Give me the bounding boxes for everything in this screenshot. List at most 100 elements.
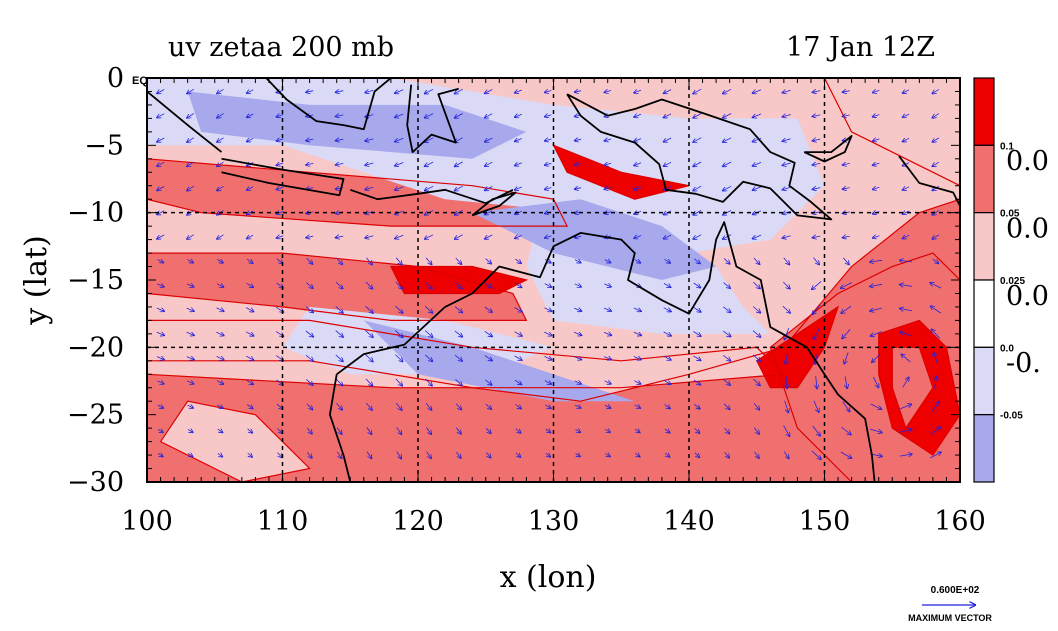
wind-vector — [693, 137, 702, 143]
coast-australia-west — [328, 374, 352, 482]
wind-vector — [157, 210, 165, 215]
wind-vector — [306, 163, 314, 165]
x-tick-label: 150 — [799, 506, 851, 537]
wind-vector — [247, 235, 254, 238]
wind-vector — [754, 451, 760, 458]
wind-vector — [336, 403, 343, 410]
wind-vector — [455, 113, 463, 118]
wind-vector — [663, 380, 671, 384]
wind-vector — [633, 357, 641, 360]
wind-vector — [693, 210, 702, 215]
wind-vector — [515, 258, 521, 263]
wind-vector — [603, 357, 611, 360]
wind-vector — [843, 115, 850, 117]
wind-vector — [545, 139, 552, 141]
colorbar-label: 0.0 — [1000, 343, 1014, 354]
x-tick-label: 120 — [392, 506, 444, 537]
wind-vector — [900, 285, 912, 287]
wind-vector — [663, 331, 672, 336]
wind-vector — [336, 257, 343, 265]
x-tick-label: 160 — [934, 506, 986, 537]
wind-vector — [842, 257, 849, 265]
wind-vector — [365, 354, 373, 362]
wind-vector — [843, 91, 850, 93]
wind-vector — [842, 329, 851, 338]
wind-vector — [157, 429, 163, 432]
coast-sulawesi — [406, 84, 459, 154]
y-tick-label: −10 — [67, 198, 124, 229]
wind-vector — [932, 137, 940, 142]
wind-vector — [455, 257, 462, 264]
wind-vector — [932, 210, 940, 215]
coast-sumatra-borneo — [147, 90, 223, 153]
wind-vector — [454, 354, 462, 361]
wind-vector — [157, 186, 165, 191]
y-tick-label: −15 — [67, 265, 124, 296]
wind-vector — [186, 332, 195, 335]
wind-vector — [753, 403, 760, 409]
wind-vector — [870, 284, 883, 286]
wind-vector — [216, 356, 224, 359]
wind-vector — [545, 115, 552, 117]
wind-vector — [365, 236, 374, 238]
wind-vector — [694, 452, 700, 458]
wind-vector — [693, 161, 702, 166]
band-timor — [147, 253, 527, 321]
wind-vector — [186, 284, 194, 287]
wind-vector — [604, 260, 611, 263]
wind-vector — [455, 427, 461, 434]
wind-vector — [336, 451, 342, 459]
wind-vector — [812, 115, 821, 117]
wind-vector — [277, 452, 283, 458]
wind-vector — [812, 91, 821, 93]
wind-vector — [575, 188, 582, 190]
wind-vector — [485, 210, 493, 215]
colorbar-value: 0.0 — [1006, 281, 1049, 312]
wind-vector — [782, 115, 791, 117]
wind-vector — [843, 236, 850, 238]
wind-vector — [156, 332, 165, 335]
wind-vector — [485, 234, 493, 239]
wind-vector — [723, 185, 732, 190]
vorticity-contours — [147, 78, 960, 482]
wind-vector — [247, 138, 254, 141]
wind-vector — [515, 235, 522, 238]
wind-vector — [931, 306, 941, 314]
chart-timestamp: 17 Jan 12Z — [786, 32, 935, 63]
lat-lon-grid — [147, 78, 960, 482]
contour-line — [552, 144, 690, 200]
wind-vector — [753, 378, 761, 385]
wind-vector — [365, 281, 373, 289]
wind-vector — [485, 258, 492, 264]
wind-vector — [455, 185, 463, 191]
wind-vector — [694, 258, 700, 264]
wind-vector — [723, 282, 731, 289]
wind-vector — [276, 187, 284, 189]
wind-vector — [424, 330, 433, 338]
wind-vector — [574, 308, 581, 311]
wind-vector — [484, 379, 492, 385]
wind-vector — [753, 113, 762, 118]
wind-vector — [455, 282, 462, 288]
wind-vector — [843, 188, 850, 190]
wind-vector — [870, 260, 883, 262]
wind-vector — [545, 188, 552, 190]
wind-vector — [187, 234, 195, 239]
wind-vector — [663, 283, 671, 287]
wind-vector — [873, 115, 880, 117]
wind-vector — [187, 405, 194, 408]
wind-vector — [545, 91, 552, 93]
max-vector-caption: MAXIMUM VECTOR — [908, 613, 992, 623]
wind-vector — [217, 259, 223, 263]
y-extra-label: EQ — [132, 75, 148, 87]
wind-vector — [157, 234, 165, 239]
wind-vector — [276, 236, 284, 238]
wind-vector — [156, 308, 164, 311]
wind-vector — [784, 400, 789, 413]
wind-vector — [900, 404, 911, 410]
wind-vectors — [156, 88, 941, 459]
wind-vector — [395, 257, 402, 265]
wind-vector — [723, 234, 732, 239]
colorbar-label: 0.1 — [1000, 141, 1014, 152]
wind-vector — [425, 403, 432, 410]
